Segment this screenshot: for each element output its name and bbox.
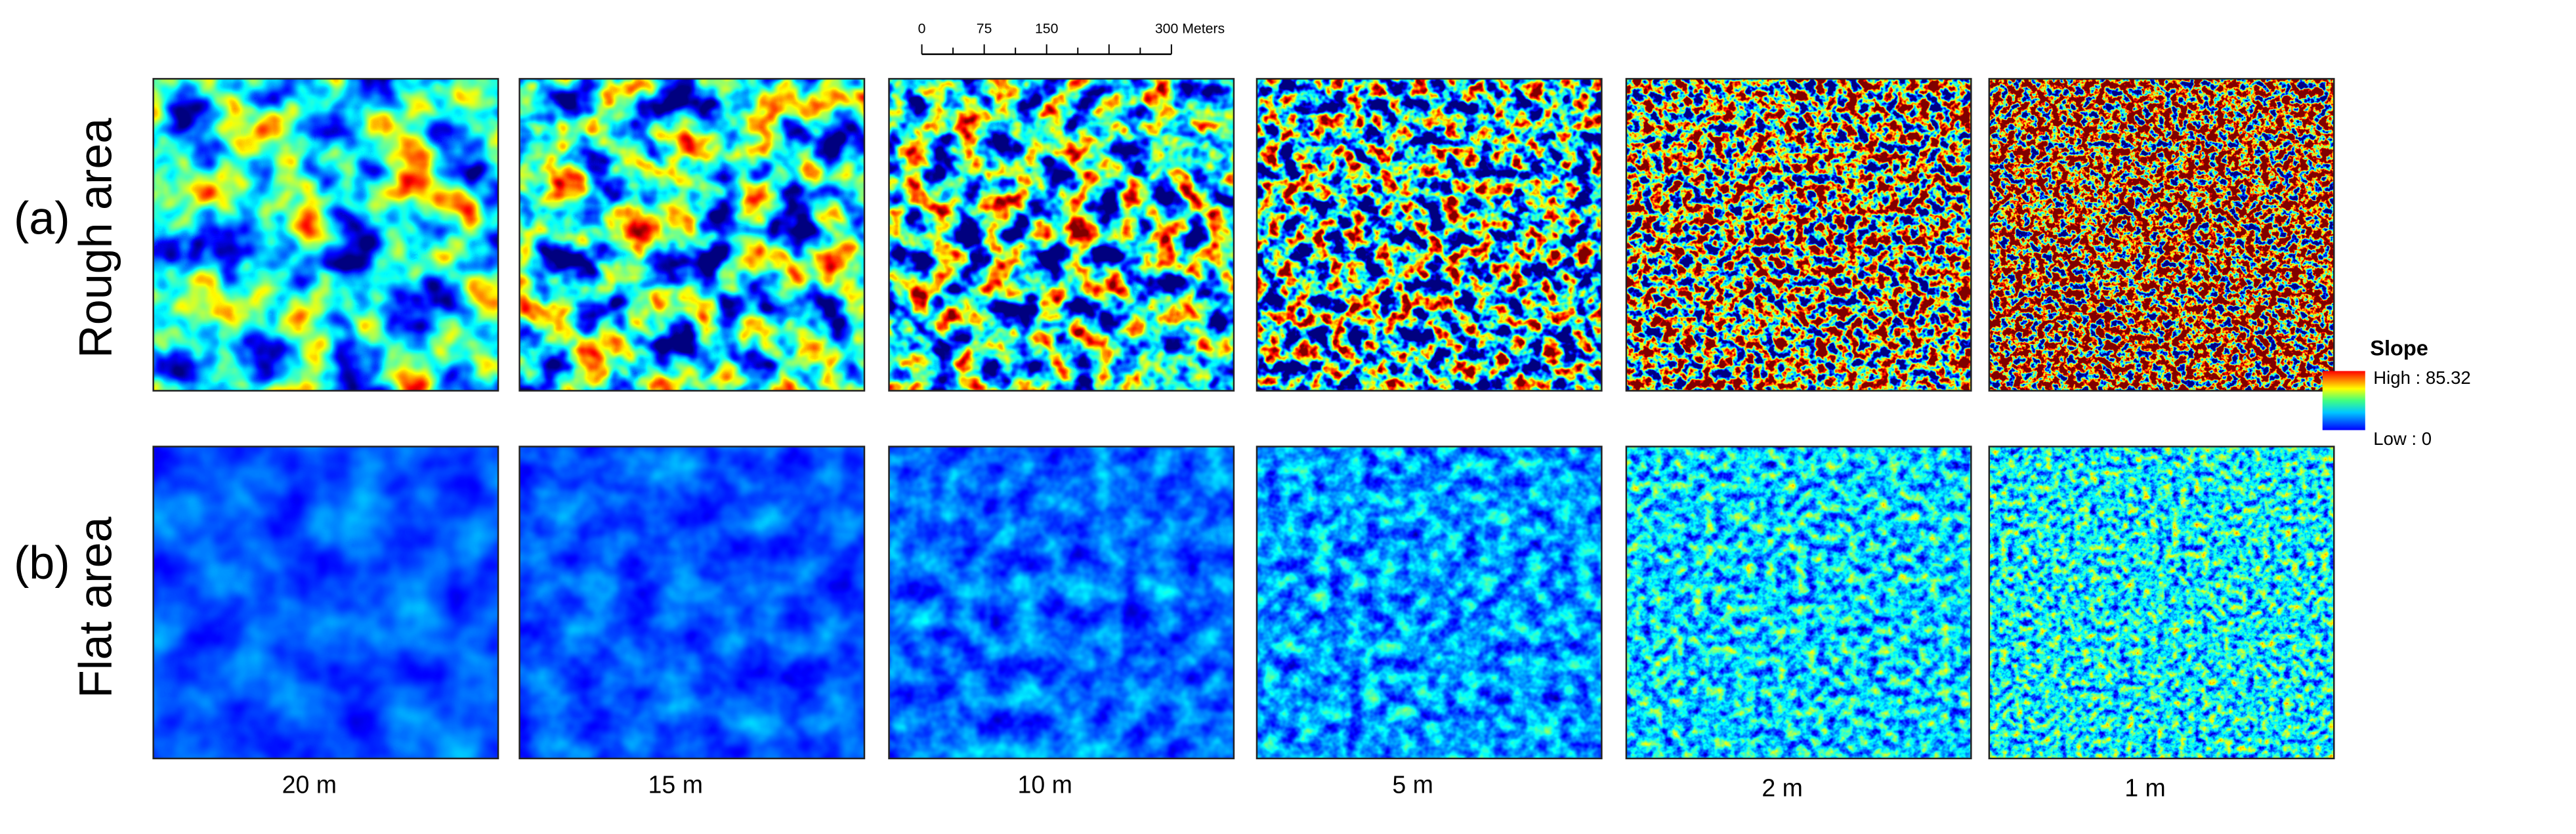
rough-slope-map — [519, 79, 864, 391]
legend-high: High : 85.32 — [2373, 367, 2470, 388]
scale-label: 300 Meters — [1155, 21, 1225, 37]
legend-title: Slope — [2370, 337, 2428, 360]
flat-slope-map — [519, 446, 864, 759]
resolution-label: 10 m — [1018, 770, 1072, 798]
panels: 20 m 15 m 10 m 5 m 2 m 1 m — [152, 77, 2335, 801]
panel-frame — [888, 446, 1235, 760]
rough-slope-map — [1256, 79, 1602, 391]
flat-slope-map — [153, 446, 499, 759]
resolution-label: 15 m — [648, 770, 703, 798]
row-a-label: Rough area — [70, 118, 121, 358]
panel-frame — [1625, 446, 1972, 760]
panel-frame — [518, 446, 866, 760]
panel-frame — [152, 77, 499, 392]
rough-slope-map — [153, 79, 499, 391]
scale-label: 0 — [918, 21, 926, 37]
rough-slope-map — [1626, 79, 1972, 391]
flat-slope-map — [1256, 446, 1602, 759]
scale-label: 75 — [977, 21, 992, 37]
resolution-label: 5 m — [1392, 770, 1433, 798]
legend-colorbar — [2322, 371, 2365, 430]
panel-frame — [888, 77, 1235, 392]
panel-frame — [152, 446, 499, 760]
panel-frame — [1256, 77, 1603, 392]
panel-frame — [1625, 77, 1972, 392]
resolution-label: 20 m — [282, 770, 337, 798]
panel-frame — [518, 77, 866, 392]
panel-frame — [1988, 77, 2335, 392]
row-b-letter: (b) — [14, 537, 70, 589]
scale-label: 150 — [1035, 21, 1058, 37]
resolution-label: 1 m — [2124, 774, 2166, 801]
rough-slope-map — [889, 79, 1234, 391]
row-b-label: Flat area — [70, 516, 121, 698]
rough-slope-map — [1989, 79, 2334, 391]
legend-low: Low : 0 — [2373, 428, 2432, 449]
panel-frame — [1988, 446, 2335, 760]
panel-frame — [1256, 446, 1603, 760]
resolution-label: 2 m — [1762, 774, 1803, 801]
flat-slope-map — [1626, 446, 1972, 759]
flat-slope-map — [1989, 446, 2334, 759]
flat-slope-map — [889, 446, 1234, 759]
row-a-letter: (a) — [14, 192, 70, 243]
scale-bar: 0 75 150 300 Meters — [918, 21, 1225, 55]
